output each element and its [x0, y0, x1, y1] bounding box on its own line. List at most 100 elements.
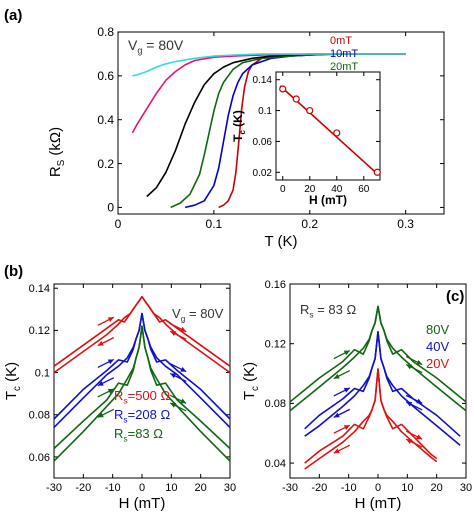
- x-tick-label: -10: [105, 482, 121, 494]
- x-tick-label: 0: [280, 184, 286, 195]
- legend-entry-0-sub: s: [123, 395, 127, 405]
- y-axis-label-main: R: [47, 166, 64, 177]
- annotation-rs-main: R: [300, 302, 309, 317]
- inset-y-label: Tc (K): [231, 110, 247, 142]
- panel-b: (b) -30 -20 -10 0 10 20 30 0.06 0.08 0.1 0.12 0.14 Vg…: [3, 263, 236, 512]
- x-tick-label: 30: [224, 482, 236, 494]
- y-axis-label-main: T: [241, 391, 258, 400]
- legend-entry-0: Rs=500 Ω: [114, 388, 171, 405]
- annotation-vg: Vg = 80V: [128, 37, 184, 56]
- y-tick-label: 0.4: [97, 113, 114, 127]
- legend-entry-2-rest: =83 Ω: [128, 426, 164, 441]
- legend-entry-1: Rs=208 Ω: [114, 407, 171, 424]
- y-tick-label: 0.12: [265, 339, 286, 351]
- inset-point-0: [279, 85, 287, 93]
- y-axis-label-sub: S: [56, 159, 67, 166]
- y-axis-label: Tc (K): [241, 362, 261, 400]
- arrow-up-left-head: [107, 317, 114, 323]
- annotation-vg-sub: g: [137, 46, 142, 56]
- arrow-down-right-head: [170, 402, 177, 408]
- arrow-up-right-head: [180, 326, 187, 332]
- series-0: [289, 305, 467, 412]
- y-tick-label: 0.8: [97, 25, 114, 39]
- y-tick-label: 0.02: [253, 168, 273, 179]
- arrow-down-left-head: [97, 412, 104, 418]
- y-tick-label: 0.12: [29, 325, 50, 337]
- x-tick-label: -30: [46, 482, 62, 494]
- panel-label: (a): [4, 7, 22, 24]
- series-1: [53, 312, 231, 428]
- legend-entry-1: 40V: [426, 339, 449, 354]
- panel-a: (a) 0 0.1 0.2 0.3 0 0.2 0.4 0.6 0.8 Vg = 80V RS (kΩ…: [4, 7, 445, 250]
- arrow-up-right-head: [416, 359, 423, 365]
- sweep-down-curve: [53, 312, 231, 428]
- x-tick-label: -20: [75, 482, 91, 494]
- y-axis-label-main: T: [3, 391, 20, 400]
- arrow-down-left-head: [97, 380, 104, 386]
- sweep-down-curve: [304, 368, 438, 470]
- x-axis-label: H (mT): [355, 495, 402, 512]
- sweep-down-curve: [289, 305, 467, 412]
- annotation-vg-sub: g: [181, 313, 186, 323]
- arrow-up-left-head: [107, 359, 114, 365]
- y-tick-label: 0.6: [97, 69, 114, 83]
- legend-entry-2: Rs=83 Ω: [114, 426, 163, 443]
- series-0: [53, 295, 231, 374]
- annotation-vg-rest: = 80V: [142, 37, 184, 53]
- legend-entry-0: 80V: [426, 322, 449, 337]
- arrow-up-right-head: [416, 398, 423, 404]
- inset-point-4: [373, 168, 381, 176]
- series-2: [304, 368, 438, 470]
- x-tick-label: 0.2: [301, 217, 318, 231]
- inset-y-label-main: T: [231, 134, 245, 142]
- y-tick-label: 0.06: [29, 452, 50, 464]
- x-tick-label: -10: [341, 482, 357, 494]
- legend-entry-0-main: R: [114, 388, 123, 403]
- sweep-down-curve: [53, 295, 231, 374]
- series-20mT: [170, 53, 406, 209]
- arrow-up-right-head: [416, 434, 423, 440]
- y-tick-label: 0.16: [265, 279, 286, 291]
- annotation-rs: Rs = 83 Ω: [300, 302, 356, 319]
- y-tick-label: 0.2: [97, 157, 114, 171]
- x-tick-label: 20: [304, 184, 316, 195]
- legend-entry-1-main: R: [114, 407, 123, 422]
- x-axis-label: H (mT): [119, 495, 166, 512]
- arrow-down-right-head: [170, 331, 177, 337]
- inset-x-label: H (mT): [309, 193, 347, 207]
- y-axis-label-rest: (K): [241, 362, 258, 386]
- x-tick-label: 30: [460, 482, 472, 494]
- x-axis-label: T (K): [264, 233, 297, 250]
- panel-c: (c) -30 -20 -10 0 10 20 30 0.04 0.08 0.12 0.16 Rs = …: [241, 279, 472, 512]
- arrow-up-right-head: [180, 366, 187, 372]
- annotation-vg: Vg = 80V: [172, 306, 224, 323]
- y-axis-label: Tc (K): [3, 362, 23, 400]
- y-axis-label-rest: (K): [3, 362, 20, 386]
- y-tick-label: 0.14: [29, 283, 50, 295]
- legend-entry-2: 20V: [426, 356, 449, 371]
- inset-point-1: [292, 95, 300, 103]
- panel-label: (b): [4, 263, 23, 280]
- y-axis-label: RS (kΩ): [47, 127, 67, 177]
- inset-background: [276, 72, 380, 180]
- annotation-vg-main: V: [128, 37, 138, 53]
- plot-frame: [275, 71, 381, 181]
- annotation-rs-sub: s: [309, 309, 313, 319]
- y-tick-label: 0: [107, 201, 114, 215]
- x-tick-label: 0.1: [206, 217, 223, 231]
- plot-frame: [117, 31, 445, 215]
- annotation-rs-rest: = 83 Ω: [314, 302, 357, 317]
- x-tick-label: 20: [431, 482, 443, 494]
- sweep-down-curve: [53, 325, 231, 462]
- y-tick-label: 0.06: [253, 137, 273, 148]
- arrow-up-right-head: [180, 398, 187, 404]
- series-2: [53, 325, 231, 462]
- x-tick-label: 20: [195, 482, 207, 494]
- x-tick-label: 0.3: [397, 217, 414, 231]
- legend-entry-2: 20mT: [330, 61, 358, 73]
- x-tick-label: 0: [139, 482, 145, 494]
- inset-y-label-rest: (K): [231, 110, 245, 130]
- y-axis-label-rest: (kΩ): [47, 127, 64, 160]
- sweep-down-curve: [304, 330, 461, 437]
- x-tick-label: 60: [358, 184, 370, 195]
